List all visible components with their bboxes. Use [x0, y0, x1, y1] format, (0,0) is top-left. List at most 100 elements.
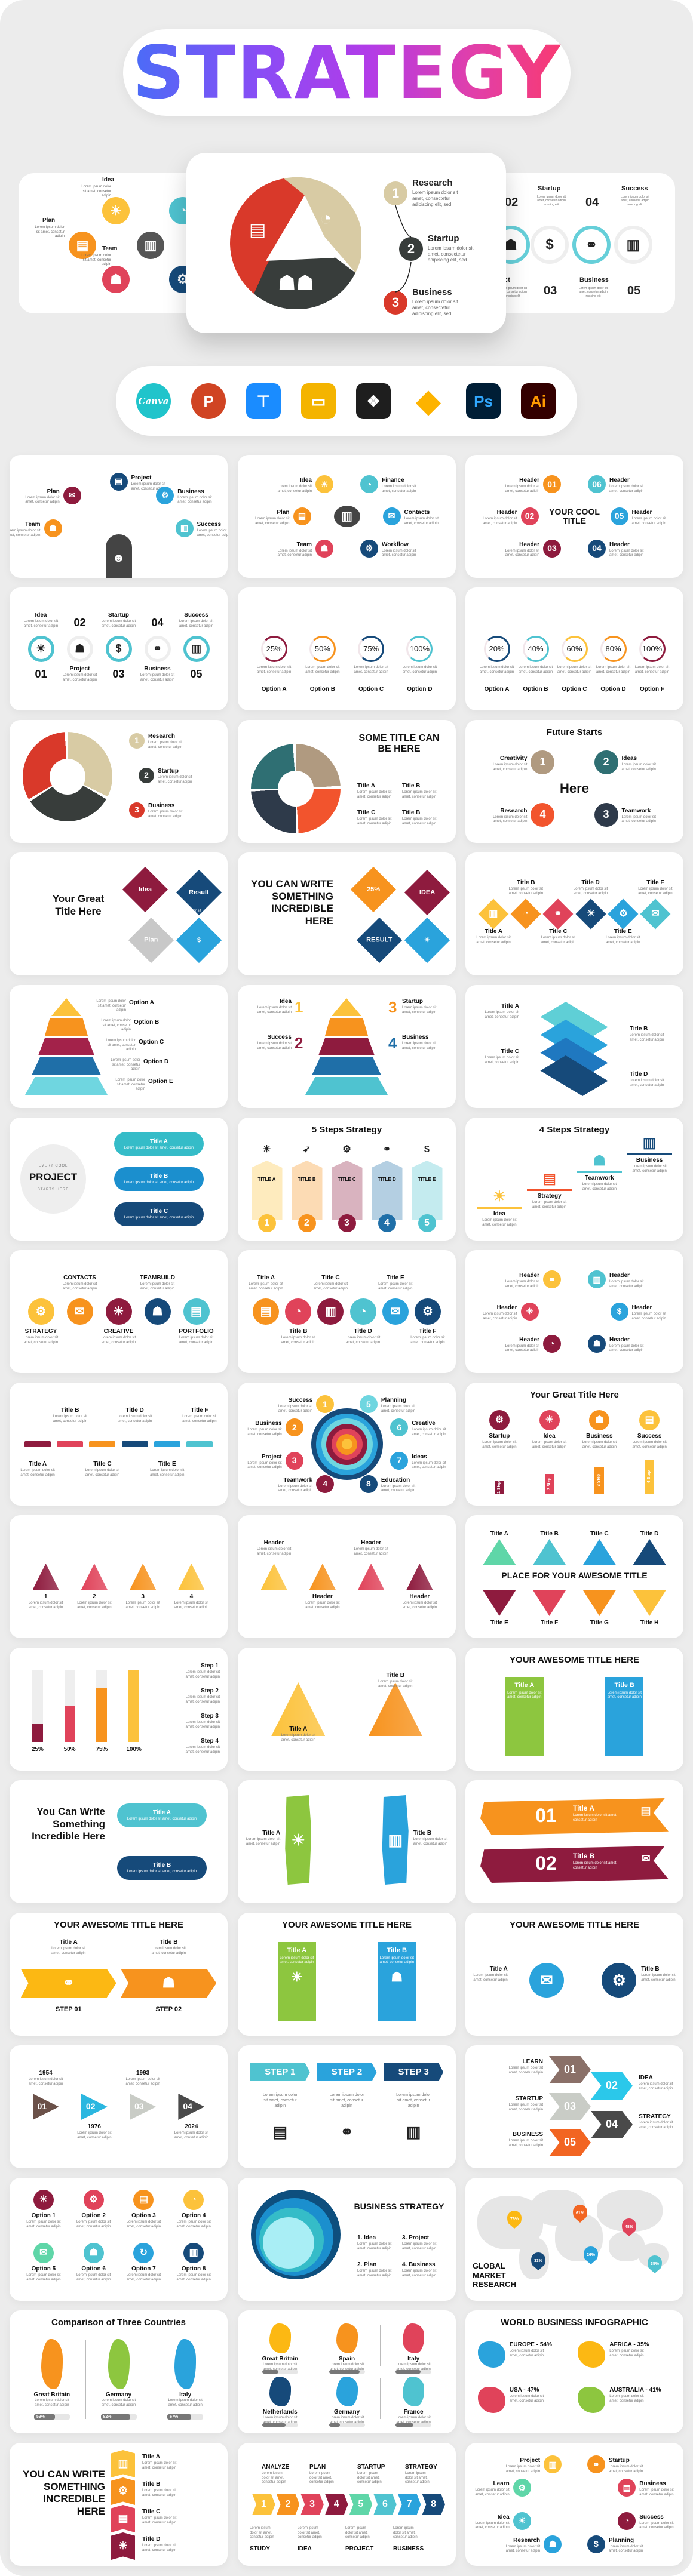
box-label: Title B	[387, 1947, 407, 1954]
item-description: Lorem ipsum dolor sit amet, consetur adi…	[125, 2078, 160, 2086]
slide-thumbnail[interactable]: Title A Lorem ipsum dolor sit amet, conse…	[465, 985, 683, 1108]
slide-thumbnail[interactable]: Your Great Title Here ⚙ Startup Lorem ipsum…	[465, 1383, 683, 1506]
slide-thumbnail[interactable]: Comparison of Three Countries Great Brita…	[10, 2310, 228, 2433]
item-label: Option 5	[31, 2266, 56, 2272]
slide-thumbnail[interactable]: 1 Lorem ipsum dolor sit amet, consetur ad…	[10, 1515, 228, 1638]
slide-thumbnail[interactable]: WORLD BUSINESS INFOGRAPHIC EUROPE - 54% Lo…	[465, 2310, 683, 2433]
diamond-tile: ☀	[404, 917, 450, 964]
slide-thumbnail[interactable]: Title A Lorem ipsum dolor sit amet, conse…	[10, 1383, 228, 1506]
slide-thumbnail[interactable]: ☀ Idea Lorem ipsum dolor sit amet, consetu…	[10, 587, 228, 710]
slide-thumbnail[interactable]: 01 LEARN Lorem ipsum dolor sit amet, conse…	[465, 2045, 683, 2168]
briefcase-icon: ▤	[109, 473, 128, 491]
item-label: Title B	[142, 2481, 161, 2488]
item-shape: 04	[588, 539, 606, 558]
slide-thumbnail[interactable]: 25% 50% 75% 100% Step 1 Lorem ipsum dolor sit…	[10, 1648, 228, 1771]
item-label: Startup	[489, 1433, 510, 1439]
slide-thumbnail[interactable]: YOUR AWESOME TITLE HERE Title A Lorem ipsu…	[238, 1913, 456, 2036]
slide-thumbnail[interactable]: Your Great Title Here Idea Result Plan $ Lore…	[10, 852, 228, 975]
item-label: Business	[255, 1420, 282, 1427]
slide-thumbnail[interactable]: PLACE FOR YOUR AWESOME TITLE Title A Title…	[465, 1515, 683, 1638]
item-description: Lorem ipsum dolor sit amet, consetur adi…	[148, 810, 183, 818]
item-label: Header	[631, 509, 652, 516]
slide-thumbnail[interactable]: ⚙ STRATEGY Lorem ipsum dolor sit amet, con…	[10, 1250, 228, 1373]
slide-thumbnail[interactable]: ▤ Title A Lorem ipsum dolor sit amet, cons…	[238, 1250, 456, 1373]
slide-thumbnail[interactable]: 01 1954 Lorem ipsum dolor sit amet, conset…	[10, 2045, 228, 2168]
item-label: Project	[261, 1453, 282, 1460]
item-label: Idea	[35, 612, 47, 618]
item-label: Title F	[419, 1328, 437, 1335]
slide-thumbnail[interactable]: 4 Steps Strategy ☀ Idea Lorem ipsum dolor s…	[465, 1118, 683, 1241]
briefcase-icon: ▤	[272, 2122, 288, 2141]
item-label: Startup	[608, 2457, 630, 2464]
band-number: 01	[535, 1805, 557, 1827]
box-label: Title A	[514, 1682, 535, 1689]
slide-thumbnail[interactable]: YOUR AWESOME TITLE HERE ✉ Title A Lorem ips…	[465, 1913, 683, 2036]
slide-thumbnail[interactable]: Great Britain Lorem ipsum dolor sit amet,…	[238, 2310, 456, 2433]
item-description: Lorem ipsum dolor sit amet, consetur adi…	[354, 1547, 388, 1556]
slide-thumbnail[interactable]: ☀ Option 1 Lorem ipsum dolor sit amet, con…	[10, 2178, 228, 2301]
slide-thumbnail[interactable]: ▥ Project Lorem ipsum dolor sit amet, cons…	[465, 2443, 683, 2566]
handshake-icon: ⚭	[144, 636, 171, 662]
item-label: Business	[148, 802, 175, 809]
slide-thumbnail[interactable]: Header Lorem ipsum dolor sit amet, conset…	[238, 1515, 456, 1638]
item-label: Header	[496, 509, 517, 516]
item-description: Lorem ipsum dolor sit amet, consetur adi…	[541, 936, 576, 944]
bulb-icon: ☀	[105, 1298, 132, 1325]
slide-thumbnail[interactable]: YOU CAN WRITE SOMETHING INCREDIBLE HERE 2…	[238, 852, 456, 975]
slide-thumbnail[interactable]: YOUR COOL TITLE 01 Header Lorem ipsum dolor…	[465, 455, 683, 578]
slide-thumbnail[interactable]: 1 Research Lorem ipsum dolor sit amet, con…	[10, 720, 228, 843]
slide-thumbnail[interactable]: 1 2 3 4 5 6 7 8 ANALYZE Lorem ipsum dolor sit ame…	[238, 2443, 456, 2566]
item-label: Title A	[489, 1966, 508, 1972]
item-label: Germany	[333, 2409, 360, 2415]
diamond-tile: RESULT	[356, 917, 403, 964]
step-icon: $	[424, 1144, 430, 1155]
gauge-ring: 100%	[406, 636, 433, 662]
slide-thumbnail[interactable]: 76% 61% 48% 33% 26% 35% GLOBAL MARKET RESEARCH	[465, 2178, 683, 2301]
item-description: Lorem ipsum dolor sit amet, consetur adi…	[485, 1056, 519, 1064]
slide-thumbnail[interactable]: ☀ Title A Lorem ipsum dolor sit amet, cons…	[238, 1780, 456, 1903]
item-label: Title A	[501, 1003, 519, 1010]
item-description: Lorem ipsum dolor sit amet, consetur adi…	[247, 1428, 282, 1436]
slide-thumbnail[interactable]: 1 Idea Lorem ipsum dolor sit amet, consetu…	[238, 985, 456, 1108]
item-description: Lorem ipsum dolor sit amet, consetur adi…	[51, 1947, 86, 1955]
slide-thumbnail[interactable]: SOME TITLE CAN BE HERE Title A Lorem ipsum…	[238, 720, 456, 843]
step-description: Lorem ipsum dolor sit amet, consetur adi…	[262, 2093, 298, 2108]
item-number: 03	[112, 668, 125, 680]
slide-thumbnail[interactable]: YOUR AWESOME TITLE HERE Title A Lorem ipsu…	[465, 1648, 683, 1771]
bulb-icon: ☀	[315, 475, 333, 494]
slide-thumbnail[interactable]: BUSINESS STRATEGY 1. Idea Lorem ipsum dolo…	[238, 2178, 456, 2301]
slide-thumbnail[interactable]: Future Starts Here 1 Creativity Lorem ipsum …	[465, 720, 683, 843]
gauge-ring: 100%	[639, 636, 666, 662]
slide-thumbnail[interactable]: ⚭ Header Lorem ipsum dolor sit amet, conse…	[465, 1250, 683, 1373]
item-shape: 01	[543, 475, 561, 494]
item-description: Lorem ipsum dolor sit amet, consetur adi…	[76, 2220, 111, 2229]
slide-thumbnail[interactable]: 1 Success Lorem ipsum dolor sit amet, cons…	[238, 1383, 456, 1506]
step-underline	[526, 1189, 572, 1191]
tile-label: RESULT	[366, 936, 393, 944]
progress-fill	[100, 2414, 130, 2420]
step-arrow: 2	[276, 2494, 300, 2515]
diamond-tile: 25%	[350, 866, 397, 913]
slide-thumbnail[interactable]: EVERY COOL PROJECT STARTS HERE Title A Lorem…	[10, 1118, 228, 1241]
slide-thumbnail[interactable]: 20% Option A Lorem ipsum dolor sit amet, c…	[465, 587, 683, 710]
slide-thumbnail[interactable]: Title A Lorem ipsum dolor sit amet, conse…	[238, 1648, 456, 1771]
step-badge: 2	[399, 237, 423, 261]
slide-thumbnail[interactable]: 25% Option A Lorem ipsum dolor sit amet, c…	[238, 587, 456, 710]
slide-thumbnail[interactable]: STEP 1 Lorem ipsum dolor sit amet, conset…	[238, 2045, 456, 2168]
slide-thumbnail[interactable]: 01 Title A Lorem ipsum dolor sit amet, con…	[465, 1780, 683, 1903]
column-divider	[85, 2340, 86, 2419]
item-shape: 1	[316, 1395, 335, 1414]
slide-thumbnail[interactable]: You Can Write Something Incredible Here T…	[10, 1780, 228, 1903]
item-label: Success	[637, 1433, 662, 1439]
item-label: IDEA	[639, 2075, 653, 2081]
slide-thumbnail[interactable]: ▥ Title A Lorem ipsum dolor sit amet, cons…	[465, 852, 683, 975]
slide-thumbnail[interactable]: YOU CAN WRITE SOMETHING INCREDIBLE HERE ▥…	[10, 2443, 228, 2566]
slide-thumbnail[interactable]: Option A Lorem ipsum dolor sit amet, cons…	[10, 985, 228, 1108]
step-tab: STEP 2	[317, 2063, 377, 2081]
slide-thumbnail[interactable]: ▥ ☀ Idea Lorem ipsum dolor sit amet, conset…	[238, 455, 456, 578]
slide-thumbnail[interactable]: YOUR AWESOME TITLE HERE Title A Lorem ipsu…	[10, 1913, 228, 2036]
item-description: Lorem ipsum dolor sit amet, consetur adi…	[142, 2461, 177, 2470]
slide-title: BUSINESS STRATEGY	[354, 2202, 444, 2211]
slide-thumbnail[interactable]: 5 Steps Strategy ☀ TITLE A 1 ➶ TITLE B 2 ⚙ TITLE…	[238, 1118, 456, 1241]
